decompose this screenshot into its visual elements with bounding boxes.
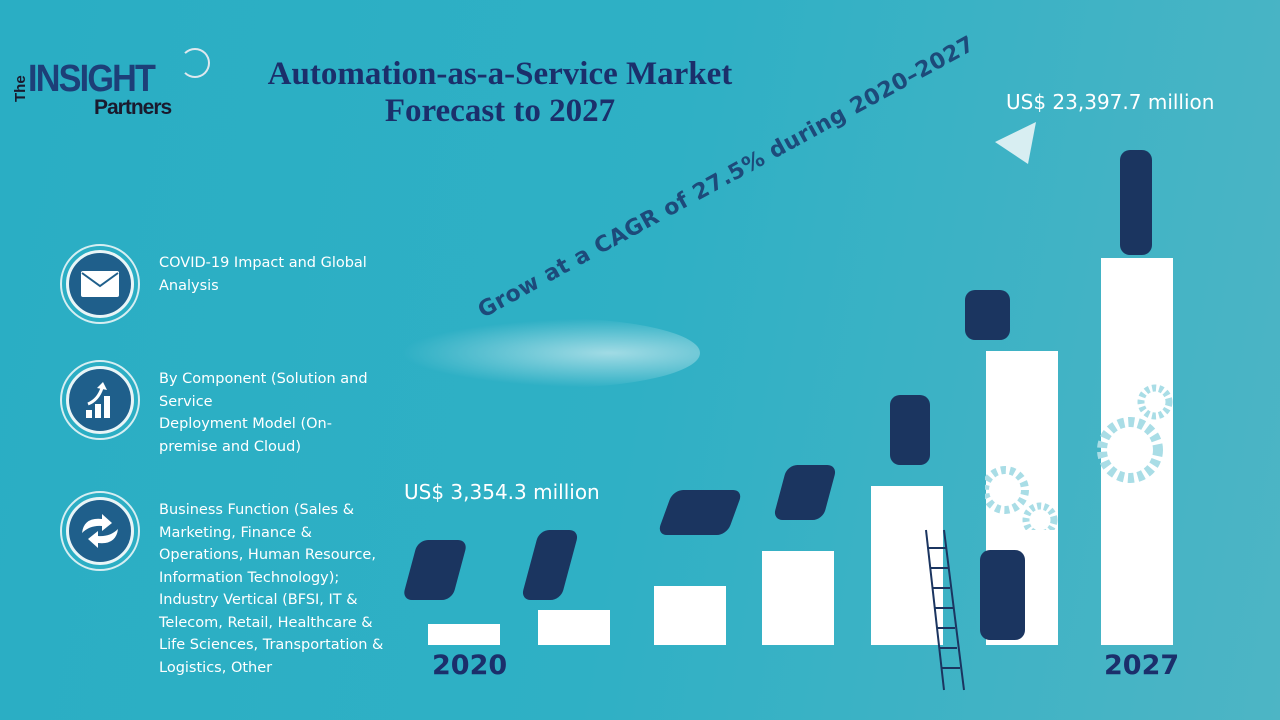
ladder-icon (925, 529, 965, 691)
growth-bar-1 (428, 624, 500, 645)
swoosh-decoration (400, 318, 700, 388)
logo-partners: Partners (94, 96, 172, 119)
end-year: 2027 (1104, 650, 1180, 681)
start-value: US$ 3,354.3 million (404, 480, 600, 504)
person-figure (656, 490, 744, 535)
growth-bar-2 (538, 610, 610, 645)
page-title: Automation-as-a-Service Market Forecast … (210, 56, 790, 130)
exchange-arrows-icon (66, 497, 134, 565)
end-value: US$ 23,397.7 million (1006, 90, 1215, 114)
segment-text: By Component (Solution and Service Deplo… (159, 371, 368, 455)
logo-the: The (12, 75, 29, 102)
person-figure (980, 550, 1025, 640)
person-figure (965, 290, 1010, 340)
cagr-text: Grow at a CAGR of 27.5% during 2020–2027 (473, 31, 979, 324)
insight-partners-logo: The INSIGHT Partners (8, 48, 210, 122)
person-figure (1120, 150, 1152, 255)
segment-text: Business Function (Sales & Marketing, Fi… (159, 502, 384, 676)
growth-chart-icon (66, 366, 134, 434)
person-figure (520, 530, 580, 600)
growth-bar-3 (654, 586, 726, 645)
person-figure (772, 465, 838, 520)
start-year: 2020 (432, 650, 508, 681)
person-figure (890, 395, 930, 465)
title-line-2: Forecast to 2027 (384, 93, 616, 129)
logo-ring-icon (180, 48, 210, 78)
person-figure (401, 540, 469, 600)
segment-text: COVID-19 Impact and Global Analysis (159, 255, 367, 294)
gears-decoration (985, 384, 1173, 530)
arrow-head-icon (995, 122, 1036, 164)
envelope-icon (66, 250, 134, 318)
growth-bar-4 (762, 551, 834, 645)
title-line-1: Automation-as-a-Service Market (267, 56, 733, 92)
logo-insight: INSIGHT (28, 58, 156, 100)
